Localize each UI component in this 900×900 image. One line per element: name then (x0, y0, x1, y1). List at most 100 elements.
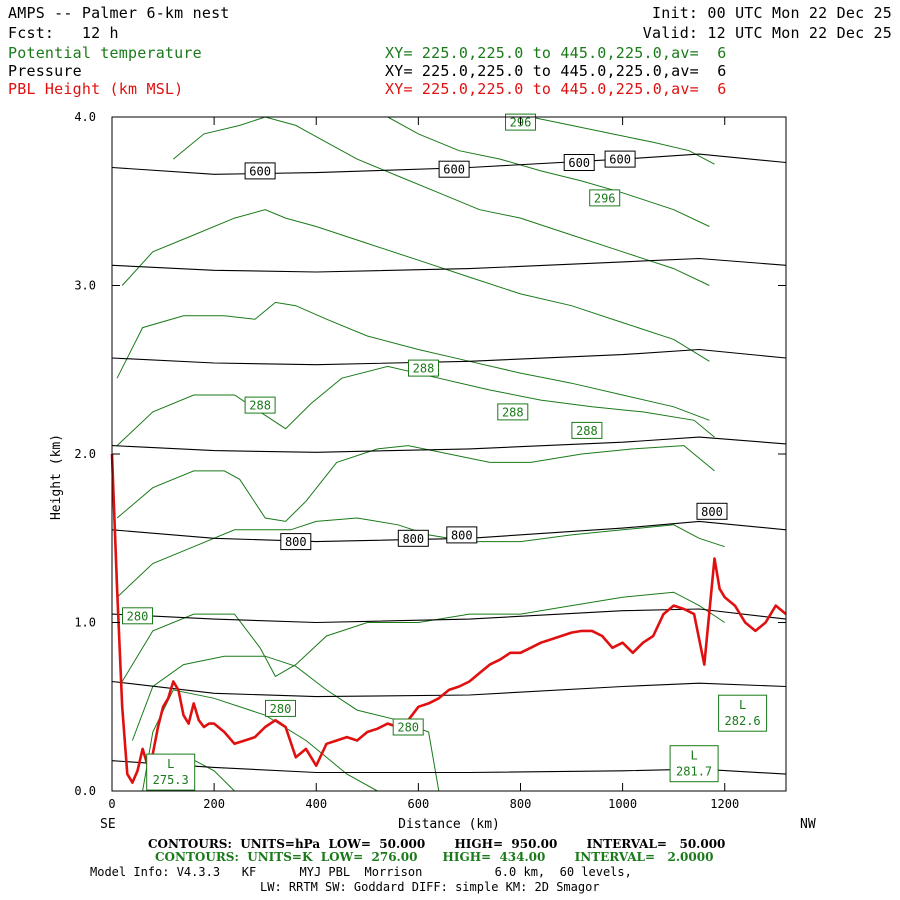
contour-label-box (265, 699, 296, 717)
valid-time: Valid: 12 UTC Mon 22 Dec 25 (642, 24, 892, 42)
y-tick-label: 0.0 (74, 784, 96, 798)
pressure-contour-750 (111, 436, 787, 453)
contour-label-text: 600 (443, 163, 465, 177)
x-tick-label: 800 (510, 797, 532, 811)
low-marker-value: 282.6 (725, 714, 761, 728)
legend-pressure-xy: XY= 225.0,225.0 to 445.0,225.0,av= 6 (385, 62, 727, 80)
contour-label-box (497, 403, 529, 421)
theta-contour-298 (387, 116, 710, 227)
contour-label-11: 288 (408, 359, 439, 377)
low-markers: L 275.3 L 281.7 L 282.6 (146, 694, 768, 791)
pressure-contour-650 (111, 257, 787, 273)
pressure-contour-900 (111, 680, 787, 698)
x-axis-label: Distance (km) (398, 817, 500, 832)
low-marker-box (146, 753, 196, 791)
x-axis-left-end: SE (100, 817, 116, 832)
theta-contour-300 (530, 116, 715, 165)
contour-label-box (280, 533, 312, 551)
theta-contour-292 (116, 301, 710, 421)
y-tick-label: 4.0 (74, 110, 96, 124)
footer-theta-contours: CONTOURS: UNITS=K LOW= 276.00 HIGH= 434.… (155, 850, 714, 864)
legend-pressure-label: Pressure (8, 62, 82, 80)
contour-label-5: 800 (397, 529, 429, 547)
contour-label-text: 296 (594, 191, 616, 205)
low-marker-box (718, 694, 768, 732)
contour-label-text: 800 (285, 535, 307, 549)
low-marker-value: 275.3 (153, 773, 189, 787)
x-tick-label: 1000 (608, 797, 637, 811)
pressure-contour-700 (111, 348, 787, 366)
low-marker-letter: L (739, 698, 746, 712)
contour-label-box (408, 359, 439, 377)
contour-label-box (244, 396, 276, 414)
contour-label-15: 280 (265, 699, 296, 717)
contour-label-text: 280 (127, 609, 149, 623)
footer-pressure-contours: CONTOURS: UNITS=hPa LOW= 50.000 HIGH= 95… (148, 837, 726, 851)
pressure-contour-850 (111, 608, 787, 624)
legend-theta-xy: XY= 225.0,225.0 to 445.0,225.0,av= 6 (385, 44, 727, 62)
contour-label-box (397, 529, 429, 547)
contour-label-text: 800 (451, 528, 473, 542)
x-axis-right-end: NW (800, 817, 816, 832)
contour-label-text: 600 (568, 156, 590, 170)
low-marker-letter: L (690, 749, 697, 763)
y-tick-label: 1.0 (74, 616, 96, 630)
axes: 0 200 400 600 800 1000 1200 0.0 1.0 2.0 3.0 4.0 (74, 110, 786, 811)
contour-label-box (571, 421, 603, 439)
legend-theta-label: Potential temperature (8, 44, 202, 62)
footer-physics-info: LW: RRTM SW: Goddard DIFF: simple KM: 2D… (260, 880, 600, 894)
contour-label-box (392, 718, 424, 736)
pbl-height-series (110, 453, 787, 784)
contour-label-text: 288 (413, 362, 435, 376)
contour-label-2: 600 (563, 154, 595, 171)
y-axis-label: Height (km) (49, 434, 64, 520)
x-tick-label: 1200 (710, 797, 739, 811)
contour-label-box (122, 607, 153, 625)
x-tick-label: 0 (108, 797, 115, 811)
low-marker-box (669, 745, 719, 783)
contour-label-7: 800 (696, 502, 728, 520)
x-tick-label: 400 (305, 797, 327, 811)
low-marker-1: L 281.7 (669, 745, 719, 783)
contour-label-10: 288 (244, 396, 276, 414)
chart-title: AMPS -- Palmer 6-km nest (8, 4, 230, 22)
contour-label-text: 800 (402, 532, 424, 546)
contour-label-text: 280 (397, 721, 419, 735)
contour-label-1: 600 (438, 160, 470, 178)
contour-label-text: 288 (576, 424, 598, 438)
contour-label-box (244, 162, 276, 180)
contour-label-0: 600 (244, 162, 276, 180)
contour-label-12: 288 (497, 403, 529, 421)
theta-contour-288 (116, 445, 715, 522)
legend-pbl-xy: XY= 225.0,225.0 to 445.0,225.0,av= 6 (385, 80, 727, 98)
forecast-hour: Fcst: 12 h (8, 24, 119, 42)
low-marker-letter: L (167, 757, 174, 771)
x-tick-label: 600 (408, 797, 430, 811)
contour-label-3: 600 (604, 150, 636, 168)
contour-label-box (438, 160, 470, 178)
pbl-height-line (110, 453, 787, 784)
contour-label-box (563, 154, 595, 171)
contour-label-box (696, 502, 728, 520)
theta-contours (116, 116, 725, 792)
footer-model-info: Model Info: V4.3.3 KF MYJ PBL Morrison 6… (90, 865, 632, 879)
contour-label-text: 600 (249, 164, 271, 178)
theta-contour-296 (172, 116, 710, 286)
contour-label-14: 280 (122, 607, 153, 625)
x-tick-label: 200 (203, 797, 225, 811)
contour-label-box (604, 150, 636, 168)
theta-contour-294 (121, 209, 710, 362)
contour-label-box (589, 189, 621, 207)
theta-contour-286 (116, 517, 725, 598)
contour-label-text: 288 (502, 405, 524, 419)
theta-contour-290 (116, 365, 715, 446)
contour-label-text: 600 (609, 153, 631, 167)
y-tick-label: 3.0 (74, 279, 96, 293)
low-marker-value: 281.7 (676, 765, 712, 779)
contour-label-box (446, 526, 478, 544)
contour-label-16: 280 (392, 718, 424, 736)
low-marker-2: L 282.6 (718, 694, 768, 732)
contour-label-9: 296 (589, 189, 621, 207)
